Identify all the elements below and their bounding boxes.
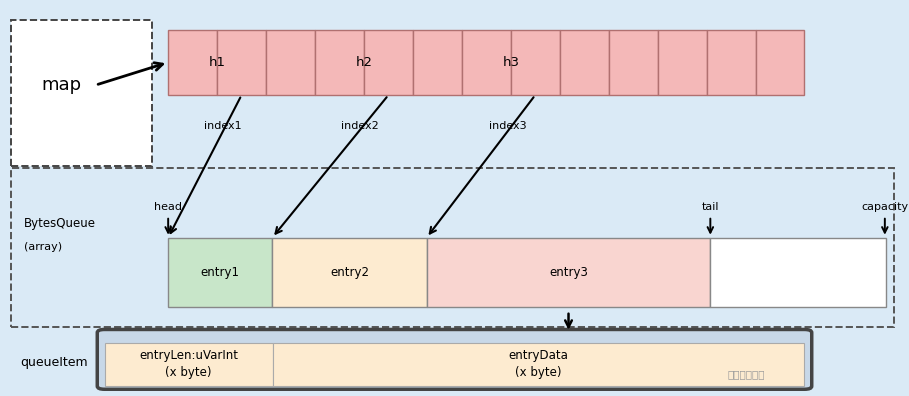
Bar [560, 30, 609, 95]
Text: entry2: entry2 [330, 266, 369, 279]
Text: 翔叔架构笔记: 翔叔架构笔记 [727, 369, 764, 379]
Bar [273, 343, 804, 386]
Bar [217, 30, 266, 95]
Bar [609, 30, 657, 95]
Bar [273, 238, 426, 307]
Text: index1: index1 [205, 121, 242, 131]
Bar [710, 238, 886, 307]
Bar [755, 30, 804, 95]
Text: BytesQueue: BytesQueue [24, 217, 95, 230]
FancyBboxPatch shape [97, 329, 812, 389]
Bar [315, 30, 364, 95]
Bar [426, 238, 710, 307]
Text: capacity: capacity [861, 202, 908, 212]
Bar [413, 30, 462, 95]
Bar [364, 30, 413, 95]
Text: entry1: entry1 [201, 266, 240, 279]
Bar [105, 343, 273, 386]
Bar [11, 20, 152, 166]
Bar [168, 238, 273, 307]
Text: entryLen:uVarInt
(x byte): entryLen:uVarInt (x byte) [139, 349, 238, 379]
Text: h1: h1 [208, 56, 225, 69]
Text: head: head [155, 202, 182, 212]
Bar [462, 30, 511, 95]
Text: h3: h3 [503, 56, 519, 69]
Text: index2: index2 [341, 121, 378, 131]
Bar [511, 30, 560, 95]
Bar [105, 343, 804, 386]
Text: (array): (array) [24, 242, 62, 253]
Text: entryData
(x byte): entryData (x byte) [508, 349, 568, 379]
Bar [168, 30, 217, 95]
Text: tail: tail [702, 202, 719, 212]
Text: queueItem: queueItem [20, 356, 87, 369]
Text: map: map [41, 76, 81, 94]
Text: h2: h2 [355, 56, 373, 69]
Bar [706, 30, 755, 95]
Bar [657, 30, 706, 95]
Bar [11, 168, 894, 327]
Text: entry3: entry3 [549, 266, 588, 279]
Bar [266, 30, 315, 95]
Text: index3: index3 [489, 121, 527, 131]
